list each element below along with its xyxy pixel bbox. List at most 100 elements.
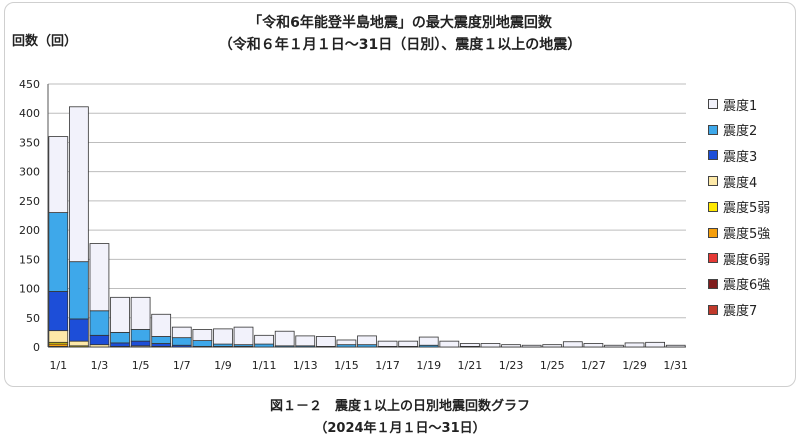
x-tick-label: 1/31 xyxy=(663,359,688,372)
bar-segment xyxy=(274,330,295,347)
bar-segment xyxy=(151,336,172,344)
bar-segment xyxy=(48,291,69,332)
bar-segment xyxy=(171,326,192,339)
chart-frame xyxy=(4,2,796,387)
legend-swatch xyxy=(708,176,718,187)
y-tick-label: 400 xyxy=(19,107,40,120)
legend-label: 震度6強 xyxy=(723,278,771,294)
y-tick-label: 250 xyxy=(19,195,40,208)
y-tick-label: 50 xyxy=(26,312,40,325)
bar-segment xyxy=(501,344,521,348)
x-tick-label: 1/29 xyxy=(622,359,647,372)
bar-segment xyxy=(192,329,213,341)
bar-segment xyxy=(665,344,686,348)
bar-segment xyxy=(439,340,460,348)
legend-label: 震度6弱 xyxy=(723,252,771,268)
x-tick-label: 1/5 xyxy=(132,359,150,372)
bar-segment xyxy=(69,106,89,263)
x-tick-label: 1/19 xyxy=(416,359,441,372)
x-tick-label: 1/13 xyxy=(293,359,318,372)
bar-segment xyxy=(213,328,233,345)
bar-segment xyxy=(69,318,89,342)
bar-segment xyxy=(48,330,69,343)
x-tick-label: 1/15 xyxy=(334,359,359,372)
legend-label: 震度2 xyxy=(723,124,758,140)
bar-segment xyxy=(377,340,398,347)
legend-item: 震度5弱 xyxy=(708,197,770,217)
figure-caption: 図１－２ 震度１以上の日別地震回数グラフ （2024年１月１日～31日） xyxy=(0,396,800,440)
legend-label: 震度3 xyxy=(723,149,758,165)
y-tick-label: 150 xyxy=(19,253,40,266)
bar-segment xyxy=(460,343,480,347)
bar-segment xyxy=(336,339,357,346)
legend-label: 震度5強 xyxy=(723,227,771,242)
legend-swatch xyxy=(708,278,718,289)
legend-item: 震度1 xyxy=(708,94,757,114)
legend-label: 震度5弱 xyxy=(723,201,771,217)
y-tick-label: 100 xyxy=(19,283,40,296)
bar-segment xyxy=(604,344,624,348)
bar-segment xyxy=(295,335,316,347)
bar-segment xyxy=(110,331,130,344)
legend-item: 震度4 xyxy=(708,171,757,191)
chart-title-line2: （令和６年１月１日～31日（日別）、震度１以上の地震） xyxy=(218,37,582,53)
legend-item: 震度5強 xyxy=(708,223,770,243)
bar-segment xyxy=(254,334,274,345)
bar-segment xyxy=(69,340,89,347)
x-tick-label: 1/11 xyxy=(252,359,277,372)
legend-swatch xyxy=(708,150,718,161)
bar-segment xyxy=(48,136,69,213)
legend-swatch xyxy=(708,227,718,238)
legend-swatch xyxy=(708,124,718,135)
chart-title: 「令和6年能登半島地震」の最大震度別地震回数 （令和６年１月１日～31日（日別）… xyxy=(0,12,800,56)
legend-item: 震度7 xyxy=(708,300,757,320)
legend-label: 震度1 xyxy=(723,98,758,114)
y-tick-label: 350 xyxy=(19,136,40,149)
bar-segment xyxy=(480,343,501,348)
bar-segment xyxy=(89,334,110,346)
x-tick-label: 1/9 xyxy=(214,359,232,372)
legend-item: 震度6弱 xyxy=(708,248,770,268)
bar-segment xyxy=(89,243,110,312)
bar-segment xyxy=(69,261,89,320)
y-tick-label: 200 xyxy=(19,224,40,237)
legend-item: 震度3 xyxy=(708,145,757,165)
y-tick-label: 450 xyxy=(19,78,40,91)
x-tick-label: 1/23 xyxy=(499,359,524,372)
bar-segment xyxy=(110,296,130,333)
legend-label: 震度4 xyxy=(723,175,758,191)
legend-item: 震度6強 xyxy=(708,274,770,294)
x-tick-label: 1/27 xyxy=(581,359,606,372)
x-tick-label: 1/3 xyxy=(91,359,109,372)
legend-item: 震度2 xyxy=(708,120,757,140)
bar-segment xyxy=(315,336,336,347)
bar-segment xyxy=(542,344,563,348)
caption-line1: 図１－２ 震度１以上の日別地震回数グラフ xyxy=(269,399,530,414)
chart-title-line1: 「令和6年能登半島地震」の最大震度別地震回数 xyxy=(248,15,552,31)
y-tick-label: 0 xyxy=(33,341,40,354)
bar-segment xyxy=(254,343,274,348)
legend-swatch xyxy=(708,253,718,264)
bar-segment xyxy=(130,340,151,347)
legend-swatch xyxy=(708,99,718,109)
legend-label: 震度7 xyxy=(723,304,758,320)
bar-segment xyxy=(151,343,172,347)
x-tick-label: 1/25 xyxy=(540,359,565,372)
bar-segment xyxy=(583,343,604,348)
y-axis-label: 回数（回） xyxy=(12,34,78,49)
bar-segment xyxy=(171,337,192,346)
bar-segment xyxy=(48,212,69,292)
x-tick-label: 1/17 xyxy=(375,359,400,372)
x-tick-label: 1/7 xyxy=(173,359,191,372)
bar-segment xyxy=(110,342,130,347)
bar-segment xyxy=(192,340,213,347)
caption-line2: （2024年１月１日～31日） xyxy=(314,421,486,436)
bar-segment xyxy=(233,326,254,346)
bar-segment xyxy=(89,310,110,336)
bar-segment xyxy=(398,340,419,347)
bar-segment xyxy=(624,342,645,348)
bar-segment xyxy=(521,344,542,348)
bar-segment xyxy=(130,329,151,342)
bar-segment xyxy=(151,313,172,337)
